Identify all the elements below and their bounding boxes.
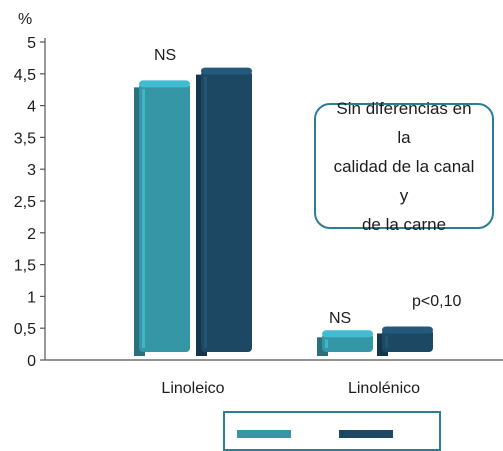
bar-highlight: [142, 89, 145, 348]
bar-top: [139, 80, 190, 88]
bar: [377, 326, 433, 356]
y-tick-label: 1,5: [14, 258, 36, 275]
annotation-ns-linoleico: NS: [154, 47, 176, 64]
bar-front: [382, 329, 433, 352]
bar-chart: % 0 0,5 1 1,5 2 2,5 3 3,5 4 4,5 5 Linoleico Linolén…: [14, 11, 503, 397]
x-category-label: Linolénico: [348, 380, 420, 397]
legend-swatch-series-1: [237, 430, 291, 438]
y-tick-label: 3,5: [14, 130, 36, 147]
bar-top: [322, 330, 373, 338]
legend: [223, 411, 441, 451]
y-tick-label: 0: [27, 353, 36, 370]
bar-front: [201, 70, 252, 353]
bar-highlight: [385, 335, 388, 348]
callout-text: Sin diferencias en la calidad de la cana…: [333, 98, 475, 234]
y-tick-label: 4,5: [14, 67, 36, 84]
y-unit-label: %: [18, 11, 32, 28]
y-tick-label: 5: [27, 35, 36, 52]
y-axis: 0 0,5 1 1,5 2 2,5 3 3,5 4 4,5 5: [14, 35, 46, 370]
y-tick-label: 3: [27, 162, 36, 179]
y-tick-label: 0,5: [14, 321, 36, 338]
bar-top: [201, 67, 252, 75]
callout-box: Sin diferencias en la calidad de la cana…: [314, 99, 494, 234]
bar-front: [322, 333, 373, 352]
y-tick-label: 4: [27, 99, 36, 116]
legend-swatch-series-2: [339, 430, 393, 438]
annotation-ns-linolenico: NS: [329, 310, 351, 327]
bar: [317, 330, 373, 356]
y-tick-label: 1: [27, 289, 36, 306]
bar-highlight: [325, 339, 328, 348]
x-category-label: Linoleico: [161, 380, 224, 397]
bar-highlight: [204, 76, 207, 349]
bar: [134, 80, 190, 356]
annotation-pvalue-linolenico: p<0,10: [412, 293, 461, 310]
bars-group: [134, 67, 433, 357]
y-tick-label: 2,5: [14, 194, 36, 211]
bar-front: [139, 83, 190, 352]
x-axis: Linoleico Linolénico: [45, 359, 503, 397]
bar: [196, 67, 252, 357]
y-tick-label: 2: [27, 226, 36, 243]
bar-top: [382, 326, 433, 334]
